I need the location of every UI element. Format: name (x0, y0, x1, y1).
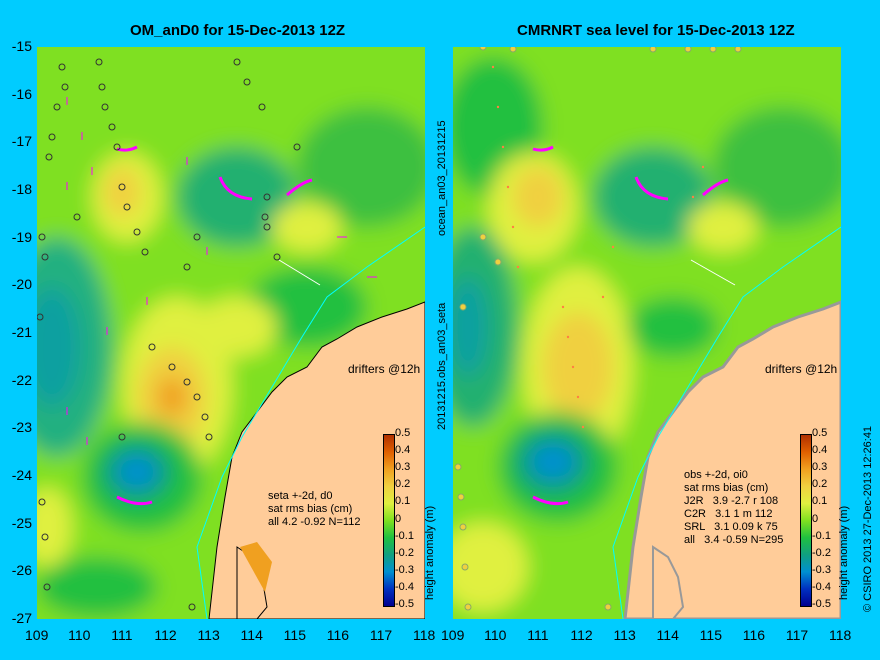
y-tick-label: -18 (11, 181, 32, 197)
x-tick-label: 109 (441, 627, 465, 643)
right-stats-line-4: C2R 3.1 1 m 112 (684, 508, 773, 520)
colorbar-tick-label: -0.1 (812, 529, 831, 542)
left-map-graphic (37, 47, 425, 619)
left-drifters-label: drifters @12h (348, 362, 421, 376)
colorbar-tick-label: -0.4 (395, 580, 414, 593)
right-map-panel (453, 47, 841, 619)
middle-top-label: ocean_an03_20131215 (436, 120, 448, 236)
colorbar-tick-label: 0.5 (395, 427, 411, 439)
x-tick-label: 111 (111, 627, 133, 643)
x-tick-label: 116 (742, 627, 766, 643)
left-stats-line-1: seta +-2d, d0 (268, 490, 333, 502)
left-stats-line-2: sat rms bias (cm) (268, 503, 353, 515)
x-tick-label: 114 (240, 627, 263, 643)
x-tick-label: 113 (613, 627, 636, 643)
x-tick-label: 111 (527, 627, 549, 643)
colorbar-tick-label: -0.2 (812, 546, 831, 559)
y-tick-label: -24 (11, 467, 32, 483)
colorbar-tick-label: 0.2 (812, 478, 828, 491)
y-tick-label: -21 (11, 324, 32, 340)
right-map-title: CMRNRT sea level for 15-Dec-2013 12Z (517, 22, 795, 39)
colorbar-tick-label: -0.3 (395, 563, 414, 576)
y-tick-label: -19 (11, 228, 32, 245)
left-colorbar-title: height anomaly (m) (424, 505, 436, 600)
y-tick-label: -26 (11, 562, 32, 579)
x-tick-label: 109 (25, 627, 49, 643)
colorbar-tick-label: -0.5 (395, 598, 414, 610)
y-tick-label: -22 (11, 371, 32, 388)
x-tick-label: 113 (197, 627, 220, 643)
left-stats-line-3: all 4.2 -0.92 N=112 (268, 516, 361, 528)
y-tick-label: -27 (11, 610, 32, 626)
colorbar-tick-label: -0.2 (395, 546, 414, 559)
colorbar-tick-label: 0 (812, 512, 819, 525)
x-tick-label: 115 (283, 627, 306, 643)
y-tick-label: -16 (11, 85, 32, 102)
colorbar-tick-label: -0.1 (395, 529, 414, 542)
x-tick-label: 110 (68, 627, 91, 643)
colorbar-tick-label: -0.5 (812, 598, 831, 610)
colorbar-tick-label: 0.3 (812, 461, 828, 474)
colorbar-tick-label: 0.4 (812, 444, 828, 457)
right-stats-line-1: obs +-2d, oi0 (684, 469, 748, 481)
x-tick-label: 118 (413, 627, 436, 643)
colorbar-tick-label: 0 (395, 512, 402, 525)
y-tick-label: -23 (11, 419, 32, 436)
right-stats-line-5: SRL 3.1 0.09 k 75 (684, 521, 778, 533)
right-stats-line-3: J2R 3.9 -2.7 r 108 (684, 495, 779, 507)
x-tick-label: 116 (326, 627, 350, 643)
colorbar-tick-label: 0.1 (395, 495, 411, 508)
colorbar-tick-label: 0.3 (395, 461, 411, 474)
colorbar-tick-label: 0.1 (812, 495, 828, 508)
right-stats-line-2: sat rms bias (cm) (684, 482, 769, 494)
right-colorbar-title: height anomaly (m) (838, 505, 850, 600)
x-tick-label: 112 (570, 627, 593, 643)
colorbar-tick-label: -0.3 (812, 563, 831, 576)
left-map-title: OM_anD0 for 15-Dec-2013 12Z (130, 22, 346, 39)
left-colorbar (383, 434, 395, 607)
y-tick-label: -15 (11, 38, 32, 54)
right-map-graphic (453, 47, 841, 619)
x-tick-label: 110 (484, 627, 507, 643)
middle-bottom-label: 20131215.obs_an03_seta (436, 302, 448, 430)
y-tick-label: -17 (11, 133, 32, 150)
colorbar-tick-label: 0.4 (395, 444, 411, 457)
x-tick-label: 112 (154, 627, 177, 643)
copyright-label: © CSIRO 2013 27-Dec-2013 12:26:41 (862, 425, 874, 612)
x-tick-label: 115 (699, 627, 722, 643)
left-map-panel (37, 47, 425, 619)
colorbar-tick-label: 0.2 (395, 478, 411, 491)
colorbar-tick-label: -0.4 (812, 580, 831, 593)
x-tick-label: 117 (785, 627, 809, 643)
x-tick-label: 114 (656, 627, 679, 643)
right-stats-line-6: all 3.4 -0.59 N=295 (684, 534, 784, 546)
right-colorbar (800, 434, 812, 607)
right-drifters-label: drifters @12h (765, 362, 838, 376)
x-tick-label: 117 (369, 627, 393, 643)
y-tick-label: -20 (11, 276, 32, 293)
x-tick-label: 118 (829, 627, 852, 643)
y-tick-label: -25 (11, 514, 32, 531)
colorbar-tick-label: 0.5 (812, 427, 828, 439)
